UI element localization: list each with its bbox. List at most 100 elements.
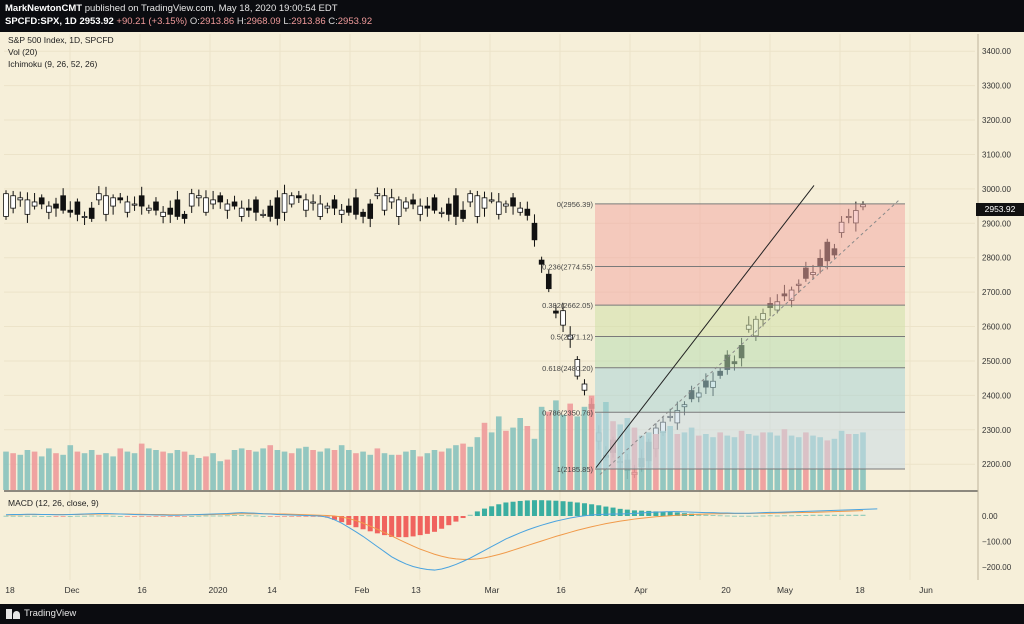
symbol-label[interactable]: SPCFD:SPX, 1D [5, 16, 77, 27]
macd-histogram-bar [296, 516, 302, 517]
volume-bar [588, 395, 595, 490]
macd-histogram-bar [667, 511, 673, 516]
macd-histogram-bar [382, 516, 388, 536]
macd-histogram-bar [389, 516, 395, 537]
macd-histogram-bar [32, 515, 38, 517]
volume-bar [224, 459, 231, 490]
fib-zone [595, 305, 905, 337]
candle-body [453, 195, 459, 217]
macd-histogram-bar [574, 502, 580, 516]
macd-histogram-bar [174, 516, 180, 517]
macd-histogram-bar [146, 516, 152, 517]
volume-bar [324, 448, 331, 490]
candle-body [524, 208, 531, 216]
candle-body [181, 213, 188, 219]
price-chart[interactable]: 3400.00 3300.00 3200.00 3100.00 3000.00 2900.… [0, 32, 1024, 604]
macd-histogram-bar [860, 514, 866, 516]
candle-body [274, 197, 281, 219]
macd-histogram-bar [724, 515, 730, 517]
macd-histogram-bar [560, 501, 566, 516]
macd-histogram-bar [367, 516, 373, 532]
macd-histogram-bar [824, 514, 830, 516]
candle-body [467, 193, 474, 203]
legend-title[interactable]: S&P 500 Index, 1D, SPCFD [8, 35, 114, 45]
macd-histogram-bar [196, 515, 202, 517]
macd-histogram-bar [432, 516, 437, 532]
macd-histogram-bar [403, 516, 409, 538]
volume-bar [374, 448, 381, 490]
volume-bar [360, 451, 366, 490]
fib-label: 0.5(2571.12) [550, 332, 593, 341]
candle-body [146, 207, 152, 211]
legend-macd[interactable]: MACD (12, 26, close, 9) [8, 498, 99, 508]
candle-body [96, 193, 102, 201]
y-tick-label: 2900.00 [982, 219, 1011, 228]
macd-histogram-bar [496, 504, 502, 516]
macd-histogram-bar [103, 515, 109, 517]
macd-histogram-bar [617, 508, 623, 516]
volume-bar [3, 451, 9, 490]
legend-ichimoku[interactable]: Ichimoku (9, 26, 52, 26) [8, 59, 98, 69]
candle-body [74, 201, 81, 215]
legend-volume[interactable]: Vol (20) [8, 47, 38, 57]
tradingview-logo-icon [6, 608, 20, 619]
candle-body [574, 359, 581, 377]
volume-bar [310, 450, 316, 490]
x-tick-label: 14 [267, 585, 277, 595]
macd-histogram-bar [110, 515, 116, 517]
volume-bar [131, 453, 138, 490]
fib-zone [595, 412, 905, 470]
volume-bar [467, 446, 474, 490]
candle-body [374, 193, 381, 197]
candle-body [324, 205, 331, 209]
candle-body [317, 203, 324, 217]
candle-body [417, 205, 424, 215]
macd-tick-label: 0.00 [982, 512, 998, 521]
macd-histogram-bar [167, 516, 173, 517]
candle-body [567, 334, 573, 340]
volume-bar [181, 451, 188, 490]
candle-body [281, 193, 288, 213]
candle-body [438, 211, 445, 214]
candle-body [553, 310, 559, 314]
trendline [595, 185, 815, 468]
macd-histogram-bar [581, 503, 587, 516]
macd-histogram-bar [96, 515, 102, 517]
macd-histogram-bar [489, 506, 495, 516]
volume-bar [117, 448, 124, 490]
macd-histogram-bar [339, 516, 345, 523]
candle-body [210, 199, 216, 205]
macd-histogram-bar [424, 516, 430, 534]
macd-histogram-bar [224, 515, 230, 517]
volume-bar [303, 446, 309, 490]
volume-bar [188, 454, 195, 490]
candle-body [24, 199, 31, 215]
candle-body [81, 215, 88, 218]
x-tick-label: 18 [855, 585, 865, 595]
macd-histogram-bar [346, 516, 352, 525]
macd-histogram-bar [160, 516, 166, 517]
chart-legend: S&P 500 Index, 1D, SPCFD Vol (20) Ichimo… [8, 34, 114, 70]
macd-histogram-bar [274, 516, 280, 517]
candle-body [88, 207, 95, 219]
volume-bar [217, 461, 224, 490]
candle-body [474, 195, 481, 217]
volume-bar [331, 450, 338, 490]
y-tick-label: 3300.00 [982, 82, 1011, 91]
x-tick-label: 16 [556, 585, 566, 595]
tradingview-logo[interactable]: TradingView [6, 608, 76, 619]
volume-bar [296, 448, 302, 490]
candle-body [231, 201, 238, 207]
volume-bar [24, 450, 31, 490]
volume-bar [567, 403, 573, 490]
volume-bar [503, 430, 509, 490]
high-label: H: [236, 16, 247, 27]
y-tick-label: 2800.00 [982, 254, 1011, 263]
author-name[interactable]: MarkNewtonCMT [5, 3, 83, 14]
macd-histogram-bar [332, 516, 338, 520]
candle-body [174, 199, 181, 217]
candle-body [296, 195, 302, 199]
macd-histogram-bar [467, 514, 473, 516]
macd-histogram-bar [524, 500, 530, 516]
macd-histogram-bar [760, 515, 766, 517]
